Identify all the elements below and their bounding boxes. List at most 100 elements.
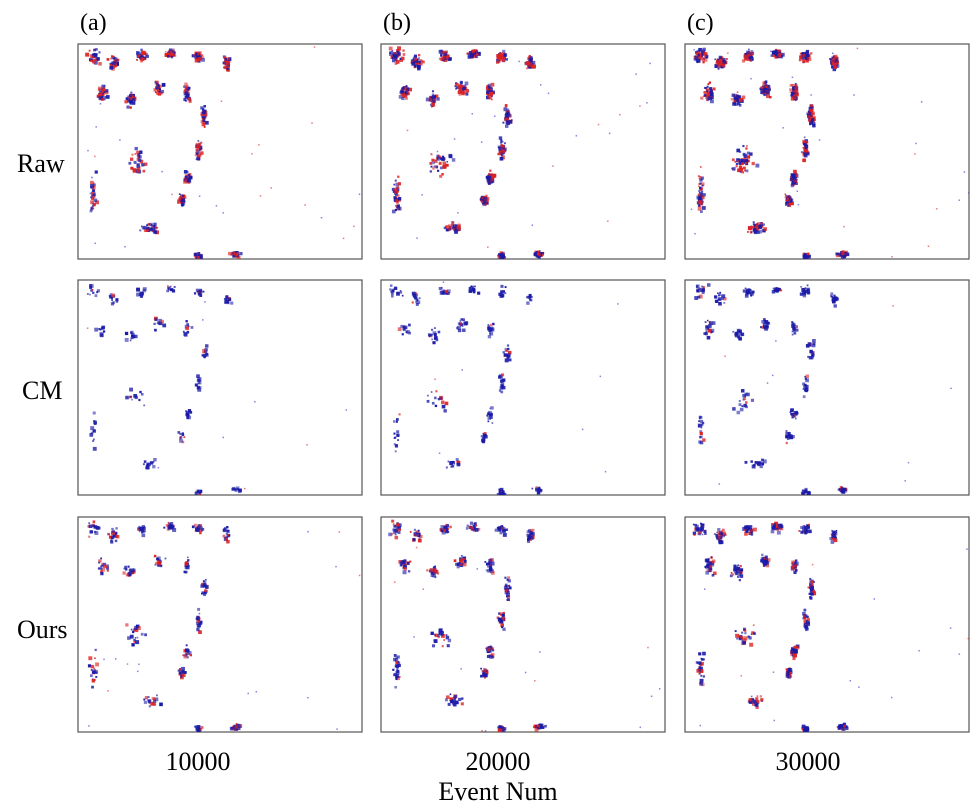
event-pixel <box>499 136 502 139</box>
event-pixel <box>477 568 479 570</box>
event-pixel <box>489 566 492 569</box>
event-pixel <box>431 632 434 635</box>
event-pixel <box>743 289 746 292</box>
event-pixel <box>548 93 550 95</box>
event-pixel <box>544 725 547 728</box>
event-pixel <box>94 679 96 681</box>
event-pixel <box>582 429 584 431</box>
event-pixel <box>431 106 433 108</box>
event-pixel <box>98 562 100 564</box>
event-pixel <box>395 209 397 211</box>
event-pixel <box>506 58 508 60</box>
event-pixel <box>180 671 183 674</box>
event-pixel <box>432 644 435 647</box>
event-pixel <box>801 54 803 56</box>
event-pixel <box>794 87 797 90</box>
event-pixel <box>782 127 784 129</box>
event-pixel <box>130 396 132 398</box>
event-pixel <box>202 349 206 353</box>
event-pixel <box>777 290 779 292</box>
event-pixel <box>699 436 701 438</box>
event-pixel <box>835 252 838 255</box>
event-pixel <box>745 54 749 58</box>
event-pixel <box>552 165 554 167</box>
event-pixel <box>698 661 701 664</box>
event-pixel <box>714 59 716 61</box>
event-pixel <box>88 522 90 524</box>
event-pixel <box>130 340 132 342</box>
event-pixel <box>398 664 401 667</box>
event-pixel <box>125 338 129 342</box>
event-pixel <box>736 333 739 336</box>
event-pixel <box>750 78 752 80</box>
event-pixel <box>180 676 182 678</box>
event-pixel <box>693 49 695 51</box>
event-pixel <box>810 52 812 54</box>
event-pixel <box>95 48 98 51</box>
event-pixel <box>748 532 751 535</box>
event-pixel <box>501 726 504 729</box>
event-pixel <box>492 656 495 659</box>
event-image <box>685 44 970 261</box>
event-pixel <box>445 293 447 295</box>
event-pixel <box>751 52 753 54</box>
event-pixel <box>712 574 715 577</box>
event-pixel <box>414 534 416 536</box>
event-pixel <box>418 54 420 56</box>
event-pixel <box>758 225 762 229</box>
event-pixel <box>225 538 228 541</box>
event-pixel <box>402 49 404 51</box>
event-pixel <box>445 290 448 293</box>
event-pixel <box>398 207 402 211</box>
event-pixel <box>191 326 194 329</box>
event-pixel <box>795 569 798 572</box>
event-pixel <box>412 292 416 296</box>
event-pixel <box>186 644 188 646</box>
event-pixel <box>808 342 812 346</box>
event-pixel <box>88 536 90 538</box>
event-pixel <box>857 48 859 50</box>
event-pixel <box>773 50 777 54</box>
event-pixel <box>607 220 609 222</box>
event-pixel <box>417 534 419 536</box>
event-pixel <box>717 528 720 531</box>
event-pixel <box>490 558 494 562</box>
event-pixel <box>392 289 394 291</box>
event-pixel <box>843 725 845 727</box>
event-pixel <box>167 287 169 289</box>
event-pixel <box>154 555 157 558</box>
event-pixel <box>700 192 702 194</box>
event-pixel <box>803 395 806 398</box>
event-pixel <box>200 151 204 155</box>
event-pixel <box>93 208 95 210</box>
event-pixel <box>507 353 511 357</box>
event-pixel <box>829 58 831 60</box>
event-pixel <box>449 526 452 529</box>
event-pixel <box>502 628 505 631</box>
event-pixel <box>699 682 702 685</box>
event-pixel <box>838 253 841 256</box>
event-pixel <box>718 295 720 297</box>
event-pixel <box>92 194 94 196</box>
event-pixel <box>830 295 832 297</box>
event-pixel <box>439 396 443 400</box>
event-pixel <box>156 81 158 83</box>
event-pixel <box>400 564 402 566</box>
event-pixel <box>751 696 753 698</box>
event-pixel <box>92 671 95 674</box>
event-pixel <box>507 576 510 579</box>
event-pixel <box>393 184 395 186</box>
event-pixel <box>700 675 702 677</box>
event-pixel <box>139 57 141 59</box>
event-pixel <box>165 51 167 53</box>
event-pixel <box>534 725 536 727</box>
event-pixel <box>416 547 418 549</box>
event-pixel <box>696 661 698 663</box>
event-pixel <box>187 557 189 559</box>
event-pixel <box>103 659 105 661</box>
event-pixel <box>458 322 461 325</box>
event-pixel <box>700 182 702 184</box>
event-pixel <box>94 531 98 535</box>
event-pixel <box>134 626 138 630</box>
event-pixel <box>204 116 207 119</box>
